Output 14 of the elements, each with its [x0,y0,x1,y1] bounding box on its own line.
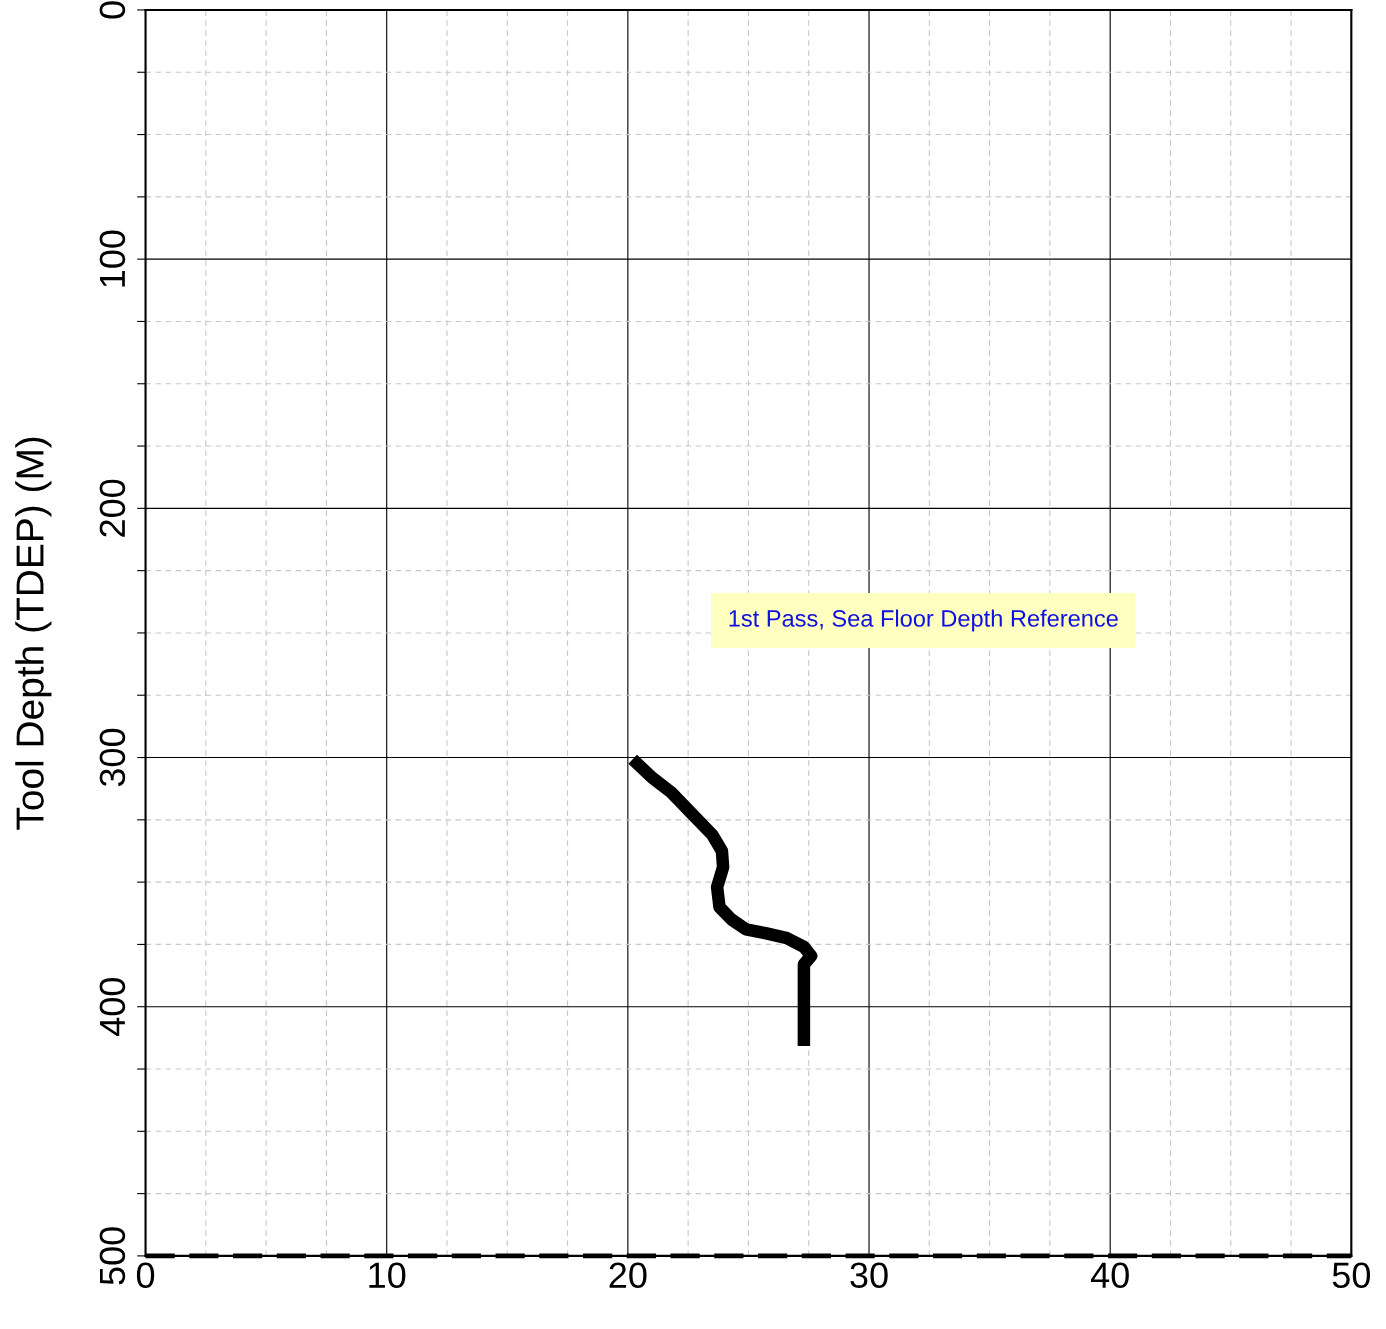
x-tick-label: 30 [850,1262,888,1288]
x-tick-label: 0 [136,1262,155,1288]
x-tick-label: 10 [369,1262,406,1288]
x-tick-label: 50 [1332,1262,1371,1288]
y-tick-label: 100 [99,230,126,287]
x-tick-label: 40 [1090,1262,1129,1288]
annotation: 1st Pass, Sea Floor Depth Reference [729,609,1118,632]
x-tick-label: 20 [609,1262,647,1288]
y-axis-title: Tool Depth (TDEP) (M) [15,437,52,830]
y-tick-label: 200 [99,479,126,537]
y-tick-label: 0 [99,1,126,19]
y-tick-label: 400 [99,978,126,1037]
y-tick-label: 500 [99,1227,126,1285]
y-tick-label: 300 [99,728,126,787]
